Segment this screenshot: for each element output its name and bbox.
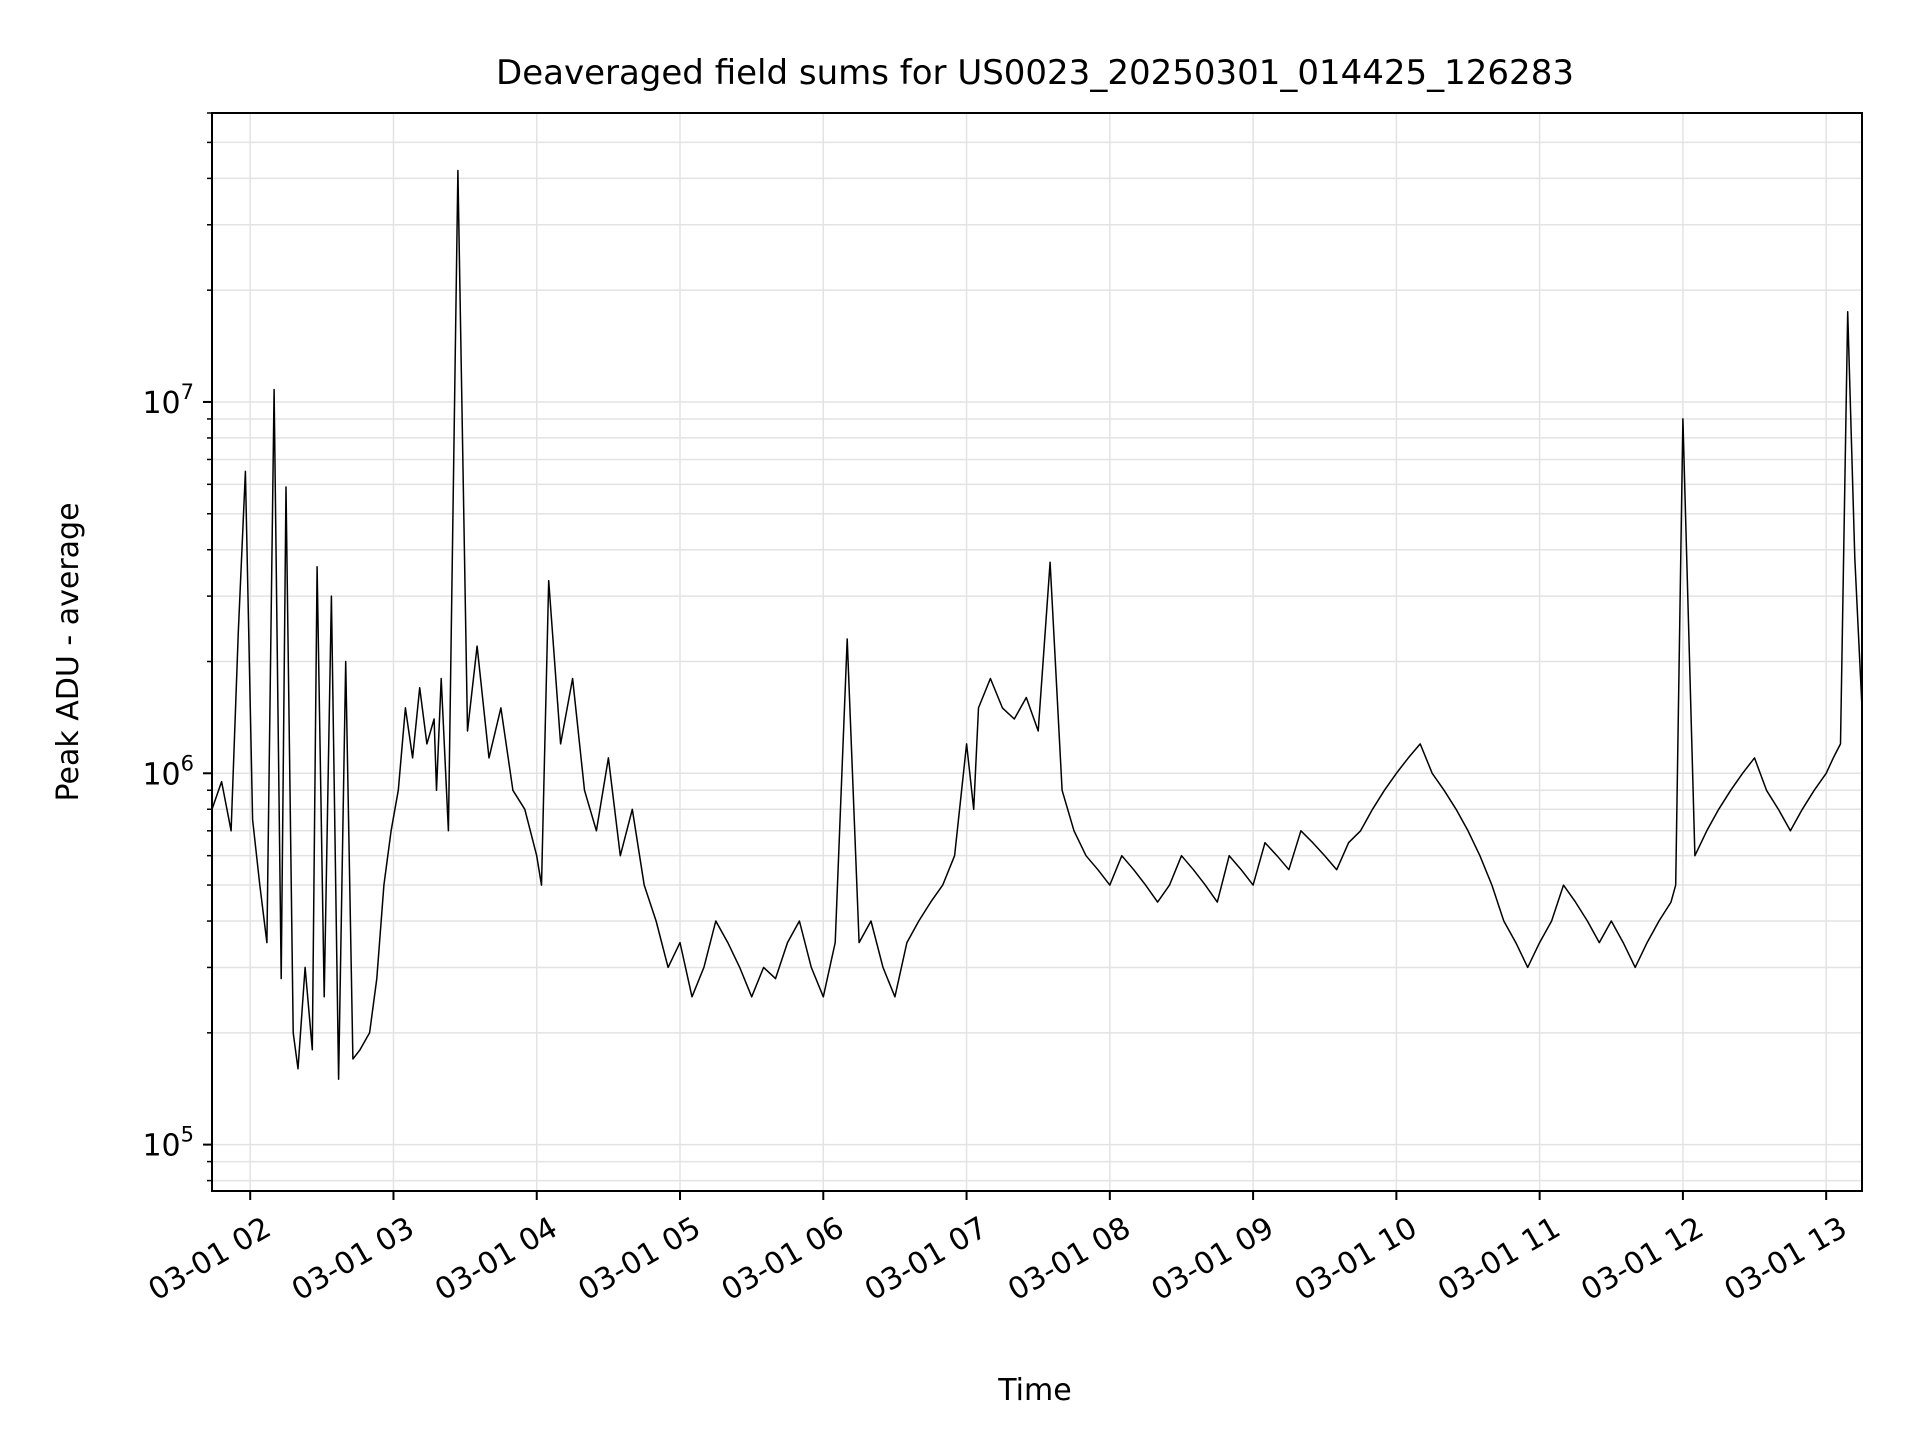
x-tick-label: 03-01 13 [1719, 1210, 1853, 1308]
series [211, 169, 1863, 1080]
x-tick-label: 03-01 07 [859, 1210, 993, 1308]
y-tick-label: 106 [142, 751, 194, 792]
x-tick-label: 03-01 04 [429, 1210, 563, 1308]
x-tick-label: 03-01 10 [1289, 1210, 1423, 1308]
x-tick-label: 03-01 06 [716, 1210, 850, 1308]
y-tick-label: 107 [142, 380, 194, 421]
y-axis: 105 106 107 [142, 112, 212, 1182]
x-axis: 03-01 02 03-01 03 03-01 04 03-01 05 03-01 06… [143, 1191, 1853, 1308]
x-tick-label: 03-01 09 [1146, 1210, 1280, 1308]
chart-title: Deaveraged field sums for US0023_2025030… [496, 53, 1574, 93]
x-tick-label: 03-01 08 [1002, 1210, 1136, 1308]
x-tick-label: 03-01 12 [1575, 1210, 1709, 1308]
plot-frame [211, 112, 1863, 1192]
series-line [211, 169, 1863, 1080]
y-tick-label: 105 [142, 1123, 194, 1164]
y-axis-label: Peak ADU - average [51, 502, 86, 801]
x-tick-label: 03-01 02 [143, 1210, 277, 1308]
x-axis-label: Time [997, 1373, 1071, 1408]
x-tick-label: 03-01 11 [1432, 1210, 1566, 1308]
x-tick-label: 03-01 03 [286, 1210, 420, 1308]
x-tick-label: 03-01 05 [572, 1210, 706, 1308]
